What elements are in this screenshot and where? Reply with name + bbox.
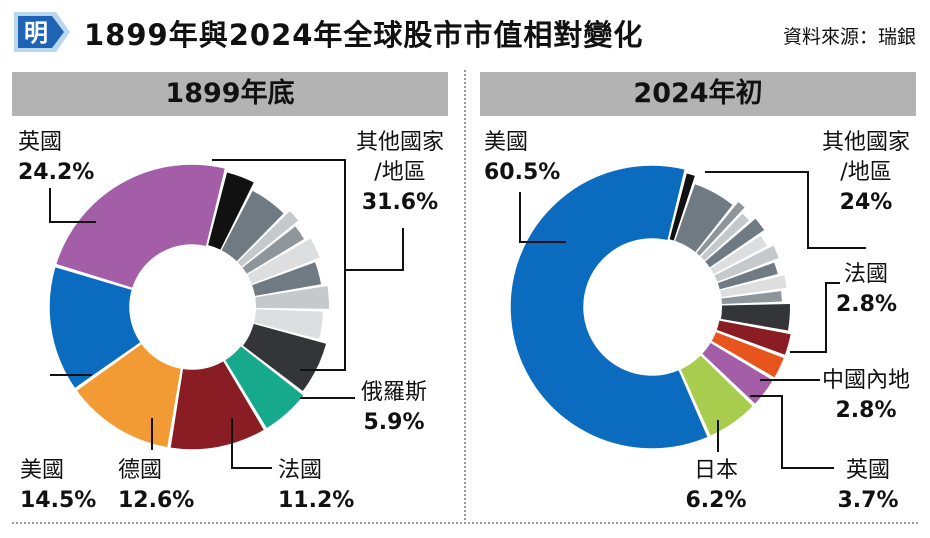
label-other-2024: 其他國家 /地區 24% — [814, 128, 918, 218]
panel-title-1899: 1899年底 — [12, 72, 448, 116]
donut-segment-other-0 — [208, 172, 254, 250]
donut-slice-4 — [678, 353, 755, 438]
label-name: 其他國家 — [355, 130, 444, 155]
label-value: 3.7% — [837, 488, 899, 513]
leader-line — [705, 171, 866, 249]
label-china-2024: 中國內地 2.8% — [816, 366, 916, 426]
logo-character: 明 — [24, 19, 48, 47]
panel-title-2024: 2024年初 — [480, 72, 916, 116]
label-us-1899: 美國 14.5% — [20, 456, 96, 516]
label-uk-1899: 英國 24.2% — [18, 128, 94, 188]
leader-line — [790, 282, 840, 353]
donut-segment-other-5 — [252, 262, 322, 296]
donut-segment-other-6 — [255, 286, 329, 309]
donut-segment-other-9 — [721, 291, 782, 305]
label-russia-1899: 俄羅斯 5.9% — [356, 378, 432, 438]
donut-2024 — [509, 164, 793, 450]
label-value: 5.9% — [363, 410, 425, 435]
label-france-1899: 法國 11.2% — [278, 456, 354, 516]
donut-segment-other-1 — [221, 190, 284, 262]
label-value: 60.5% — [484, 160, 561, 185]
label-france-2024: 法國 2.8% — [836, 260, 898, 320]
label-value: 31.6% — [361, 190, 439, 215]
leader-line — [345, 228, 404, 271]
label-germany-1899: 德國 12.6% — [118, 456, 194, 516]
donut-segment-other-7 — [717, 262, 778, 290]
label-name: 法國 — [843, 262, 888, 287]
donut-segment-other-10 — [720, 304, 790, 331]
donut-segment-other-5 — [710, 235, 767, 275]
donut-segment-other-0 — [669, 173, 695, 241]
donut-segment-other-8 — [243, 323, 327, 391]
label-other-1899: 其他國家 /地區 31.6% — [350, 128, 450, 218]
leader-line — [750, 395, 834, 469]
label-value: 12.6% — [118, 488, 195, 513]
label-name: 美國 — [20, 458, 65, 483]
leader-lines — [49, 159, 866, 469]
label-name: 其他國家 — [821, 130, 910, 155]
donut-slice-5 — [509, 164, 710, 450]
label-name: 德國 — [118, 458, 163, 483]
bottom-divider — [12, 522, 918, 524]
donut-slice-3 — [74, 342, 183, 449]
donut-slice-4 — [48, 265, 143, 390]
label-name: 中國內地 — [821, 368, 910, 393]
source-note: 資料來源：瑞銀 — [782, 26, 916, 48]
label-us-2024: 美國 60.5% — [484, 128, 560, 188]
donut-slice-1 — [714, 318, 793, 357]
leader-line — [231, 418, 272, 469]
page-title: 1899年與2024年全球股市市值相對變化 — [84, 18, 644, 52]
donut-slice-1 — [223, 344, 306, 431]
donut-slice-3 — [700, 340, 775, 406]
newspaper-logo-icon: 明 — [14, 12, 70, 52]
donut-segment-other-6 — [714, 245, 779, 282]
donut-1899 — [48, 163, 329, 451]
donut-segment-other-8 — [720, 275, 787, 298]
donut-slice-2 — [709, 330, 786, 380]
leader-line — [212, 159, 346, 371]
label-name: 日本 — [693, 458, 738, 483]
label-name: 美國 — [484, 130, 529, 155]
label-name: 俄羅斯 — [360, 380, 427, 405]
label-value: 24.2% — [18, 160, 95, 185]
donut-segment-other-2 — [696, 201, 745, 256]
donut-slice-5 — [54, 163, 227, 290]
label-value: 6.2% — [685, 488, 747, 513]
donut-segment-other-3 — [700, 213, 750, 261]
donut-segment-other-1 — [675, 184, 733, 253]
label-japan-2024: 日本 6.2% — [680, 456, 752, 516]
label-name: 英國 — [18, 130, 63, 155]
label-value: 2.8% — [835, 398, 897, 423]
donut-slice-2 — [168, 359, 266, 451]
label-value: 11.2% — [278, 488, 355, 513]
label-name-line2: /地區 — [840, 160, 892, 185]
donut-segment-other-3 — [242, 226, 305, 274]
label-name: 法國 — [278, 458, 323, 483]
panel-divider — [464, 70, 466, 520]
leader-line — [519, 192, 566, 243]
donut-segment-other-4 — [247, 238, 320, 284]
label-uk-2024: 英國 3.7% — [836, 456, 900, 516]
label-value: 14.5% — [20, 488, 97, 513]
label-value: 2.8% — [836, 292, 898, 317]
label-name: 英國 — [845, 458, 890, 483]
donut-segment-other-7 — [254, 309, 323, 339]
donut-segment-other-2 — [237, 211, 299, 267]
label-name-line2: /地區 — [374, 160, 426, 185]
label-value: 24% — [839, 190, 893, 215]
leader-line — [49, 188, 96, 223]
donut-segment-other-4 — [705, 218, 765, 268]
